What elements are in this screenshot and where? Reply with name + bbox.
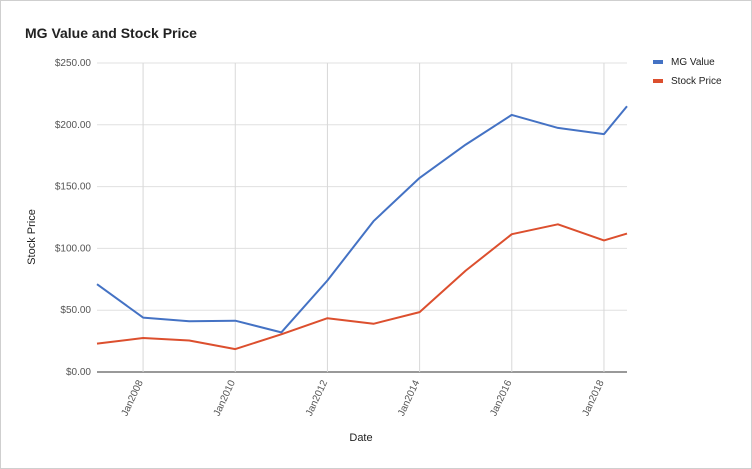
x-tick-label: Jan2008 (120, 378, 146, 418)
x-tick-label: Jan2016 (488, 378, 514, 418)
grid (97, 62, 627, 373)
x-tick-label: Jan2018 (580, 378, 606, 418)
y-tick-label: $250.00 (55, 58, 92, 69)
y-tick-label: $0.00 (66, 367, 91, 378)
y-tick-label: $50.00 (60, 305, 91, 316)
legend-label-mg-value: MG Value (671, 57, 715, 68)
y-axis-ticks: $0.00 $50.00 $100.00 $150.00 $200.00 $250.00 (55, 58, 92, 378)
x-axis-label: Date (349, 432, 372, 444)
legend-label-stock-price: Stock Price (671, 76, 722, 87)
series-line-mg-value (96, 105, 628, 334)
legend: MG Value Stock Price (653, 57, 722, 87)
y-tick-label: $100.00 (55, 243, 92, 254)
x-tick-label: Jan2014 (396, 378, 422, 418)
series-line-stock-price (96, 223, 628, 351)
y-axis-label: Stock Price (26, 209, 38, 265)
y-tick-label: $150.00 (55, 182, 92, 193)
x-axis-ticks: Jan2008 Jan2010 Jan2012 Jan2014 Jan2016 Jan20… (120, 378, 607, 418)
legend-swatch-stock-price (653, 79, 663, 83)
chart-title: MG Value and Stock Price (25, 25, 197, 41)
series-lines (96, 105, 628, 351)
y-tick-label: $200.00 (55, 120, 92, 131)
x-tick-label: Jan2010 (212, 378, 238, 418)
x-tick-label: Jan2012 (304, 378, 330, 418)
legend-swatch-mg-value (653, 60, 663, 64)
